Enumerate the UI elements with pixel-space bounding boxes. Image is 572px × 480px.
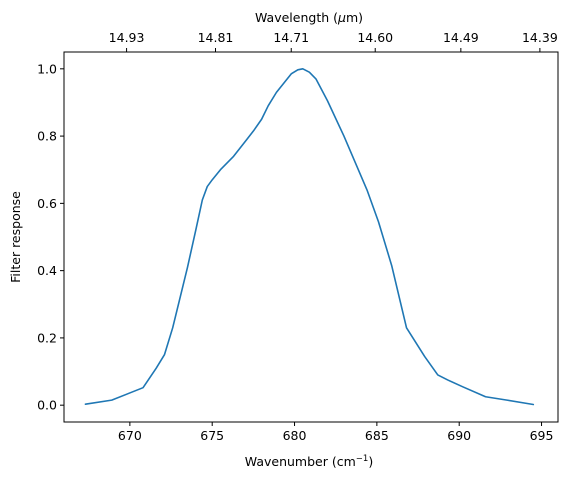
top-x-tick-label: 14.71 (273, 30, 309, 45)
x-tick-label: 670 (118, 428, 142, 443)
top-x-tick-label: 14.60 (357, 30, 393, 45)
x-tick-label: 695 (530, 428, 554, 443)
x-axis-label-text: Wavenumber (cm (245, 454, 356, 469)
x-tick-label: 690 (447, 428, 471, 443)
y-tick-label: 0.2 (37, 330, 57, 345)
y-tick-label: 0.6 (37, 196, 57, 211)
y-tick-label: 0.4 (37, 263, 57, 278)
series-line (84, 68, 535, 406)
top-x-tick-label: 14.93 (109, 30, 145, 45)
x-tick-label: 685 (365, 428, 389, 443)
bottom-x-axis-ticks: 670 675 680 685 690 695 (118, 422, 554, 443)
x-tick-label: 680 (283, 428, 307, 443)
y-axis-ticks: 0.0 0.2 0.4 0.6 0.8 1.0 (37, 61, 64, 413)
top-x-tick-label: 14.39 (522, 30, 558, 45)
top-x-axis-label-prefix: Wavelength ( (255, 10, 338, 25)
y-tick-label: 1.0 (37, 61, 57, 76)
x-tick-label: 675 (200, 428, 224, 443)
x-axis-label: Wavenumber (cm−1) (245, 454, 373, 469)
top-x-axis-label: Wavelength (μm) (255, 10, 363, 25)
x-axis-label-suffix: ) (368, 454, 373, 469)
x-axis-label-superscript: −1 (356, 454, 369, 464)
y-tick-label: 0.0 (37, 398, 57, 413)
top-x-axis-ticks: 14.93 14.81 14.71 14.60 14.49 14.39 (109, 30, 558, 52)
top-x-axis-label-symbol: μ (337, 10, 346, 25)
y-axis-label: Filter response (8, 191, 23, 283)
top-x-tick-label: 14.81 (198, 30, 234, 45)
y-tick-label: 0.8 (37, 129, 57, 144)
plot-frame (63, 51, 559, 423)
top-x-tick-label: 14.49 (443, 30, 479, 45)
top-x-axis-label-suffix: m) (346, 10, 363, 25)
